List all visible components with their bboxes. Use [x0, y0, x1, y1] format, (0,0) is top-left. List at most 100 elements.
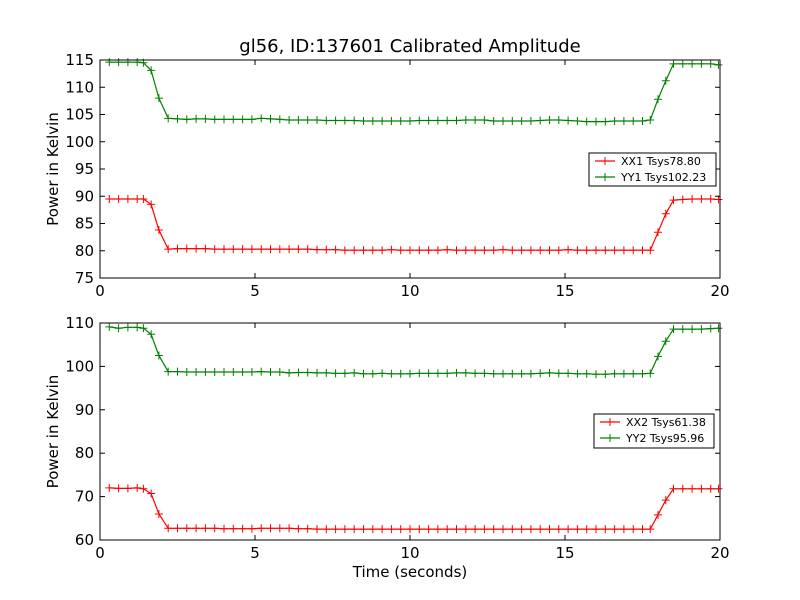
data-point — [257, 114, 266, 123]
data-point — [147, 66, 156, 75]
data-point — [220, 368, 228, 377]
data-point — [294, 368, 303, 377]
data-point — [123, 323, 132, 332]
data-point — [192, 244, 201, 253]
data-point — [554, 525, 563, 534]
x-tick-label: 15 — [555, 282, 574, 300]
x-tick-label: 0 — [95, 282, 105, 300]
data-point — [564, 525, 573, 534]
data-point — [229, 115, 238, 124]
legend-label: YY2 Tsys95.96 — [625, 432, 704, 445]
data-point — [443, 116, 452, 125]
data-point — [545, 115, 554, 124]
data-point — [105, 194, 114, 203]
data-point — [706, 484, 715, 493]
data-point — [480, 246, 489, 255]
y-tick-label: 75 — [75, 269, 94, 287]
chart-panel-2: 0 5 10 15 20 60 70 80 90 100 110 Power in Kelvin Tim… — [44, 314, 730, 581]
data-point — [564, 116, 573, 125]
data-point — [220, 115, 228, 124]
data-point — [452, 525, 461, 534]
data-point — [471, 369, 480, 378]
data-point — [669, 196, 678, 205]
data-point — [294, 245, 303, 254]
data-point — [201, 524, 210, 533]
data-point — [688, 325, 697, 334]
data-point — [714, 484, 723, 493]
data-point — [526, 117, 535, 126]
data-point — [396, 525, 405, 534]
data-point — [508, 369, 517, 378]
data-point — [545, 368, 554, 377]
data-point — [182, 244, 191, 253]
data-point — [139, 324, 148, 333]
data-point — [378, 117, 387, 126]
data-point — [499, 245, 507, 254]
data-point — [359, 369, 368, 378]
legend: XX1 Tsys78.80 YY1 Tsys102.23 — [588, 152, 717, 187]
data-point — [638, 525, 647, 534]
data-point — [114, 484, 123, 493]
data-point — [415, 246, 424, 255]
data-point — [461, 246, 470, 255]
data-point — [601, 525, 610, 534]
y-tick-label: 80 — [75, 242, 94, 260]
data-point — [406, 525, 414, 534]
data-point — [192, 524, 201, 533]
data-point — [173, 524, 182, 533]
data-point — [331, 525, 340, 534]
x-tick-label: 5 — [250, 282, 260, 300]
data-point — [508, 246, 517, 255]
data-point — [173, 244, 182, 253]
data-point — [619, 246, 628, 255]
y-tick-label: 105 — [65, 106, 94, 124]
data-point — [359, 117, 368, 126]
data-point — [573, 246, 582, 255]
data-point — [697, 484, 706, 493]
legend: XX2 Tsys61.38 YY2 Tsys95.96 — [593, 413, 715, 449]
data-point — [610, 117, 619, 126]
y-tick-label: 100 — [65, 133, 94, 151]
data-point — [592, 370, 600, 379]
data-point — [489, 246, 498, 255]
data-point — [646, 369, 655, 378]
data-point — [461, 115, 470, 124]
data-point — [610, 369, 619, 378]
data-point — [688, 59, 697, 68]
series-2 — [105, 322, 723, 379]
data-point — [350, 525, 359, 534]
x-tick-label: 10 — [400, 544, 419, 562]
data-point — [387, 369, 396, 378]
data-point — [139, 484, 148, 493]
legend-label: XX2 Tsys61.38 — [626, 416, 706, 429]
data-point — [378, 246, 387, 255]
data-point — [536, 116, 545, 125]
data-point — [646, 246, 655, 255]
data-point — [545, 246, 554, 255]
data-point — [406, 117, 414, 126]
data-point — [220, 524, 228, 533]
data-point — [285, 245, 294, 254]
data-point — [480, 115, 489, 124]
data-point — [646, 115, 655, 124]
data-point — [564, 369, 573, 378]
data-point — [266, 114, 275, 123]
data-point — [123, 484, 132, 493]
data-point — [554, 115, 563, 124]
data-point — [654, 510, 662, 519]
y-tick-label: 95 — [75, 160, 94, 178]
data-point — [114, 324, 123, 333]
data-point — [192, 368, 201, 377]
data-point — [619, 369, 628, 378]
data-point — [629, 117, 638, 126]
data-point — [554, 369, 563, 378]
data-point — [275, 115, 284, 124]
y-tick-label: 70 — [75, 488, 94, 506]
data-point — [331, 369, 340, 378]
data-point — [387, 525, 396, 534]
data-point — [545, 525, 554, 534]
data-point — [433, 369, 442, 378]
data-point — [669, 59, 678, 68]
